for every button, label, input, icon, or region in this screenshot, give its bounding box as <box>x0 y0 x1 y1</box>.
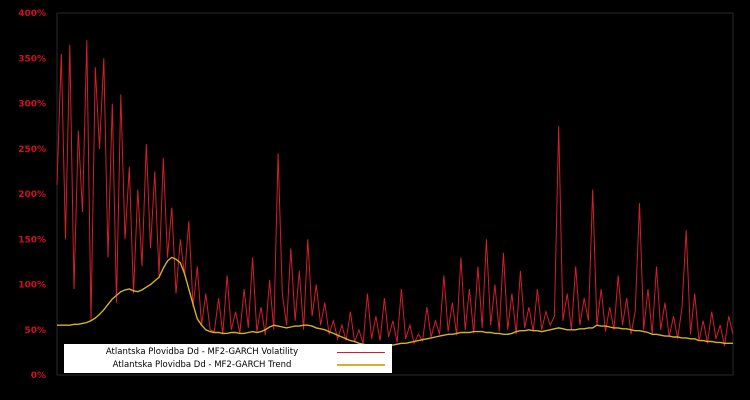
y-axis-tick-label: 200% <box>18 190 46 200</box>
trend-line-sample <box>337 364 385 366</box>
legend-item-trend: Atlantska Plovidba Dd - MF2-GARCH Trend <box>71 359 385 372</box>
y-axis-tick-label: 150% <box>18 235 46 245</box>
volatility-series-line <box>56 40 734 347</box>
legend-item-volatility: Atlantska Plovidba Dd - MF2-GARCH Volati… <box>71 346 385 359</box>
plot-frame <box>56 12 734 376</box>
chart-legend: Atlantska Plovidba Dd - MF2-GARCH Volati… <box>64 344 392 373</box>
legend-label-volatility: Atlantska Plovidba Dd - MF2-GARCH Volati… <box>105 347 299 358</box>
volatility-line-sample <box>337 351 385 353</box>
y-axis-tick-label: 50% <box>24 326 46 336</box>
legend-label-trend: Atlantska Plovidba Dd - MF2-GARCH Trend <box>112 359 292 370</box>
trend-series-line <box>57 256 733 347</box>
y-axis-tick-label: 0% <box>31 371 46 381</box>
y-axis-tick-label: 300% <box>18 100 46 110</box>
y-axis-tick-label: 100% <box>18 281 46 291</box>
y-axis-tick-label: 400% <box>18 9 46 19</box>
y-axis-tick-label: 350% <box>18 54 46 64</box>
y-axis-tick-label: 250% <box>18 145 46 155</box>
